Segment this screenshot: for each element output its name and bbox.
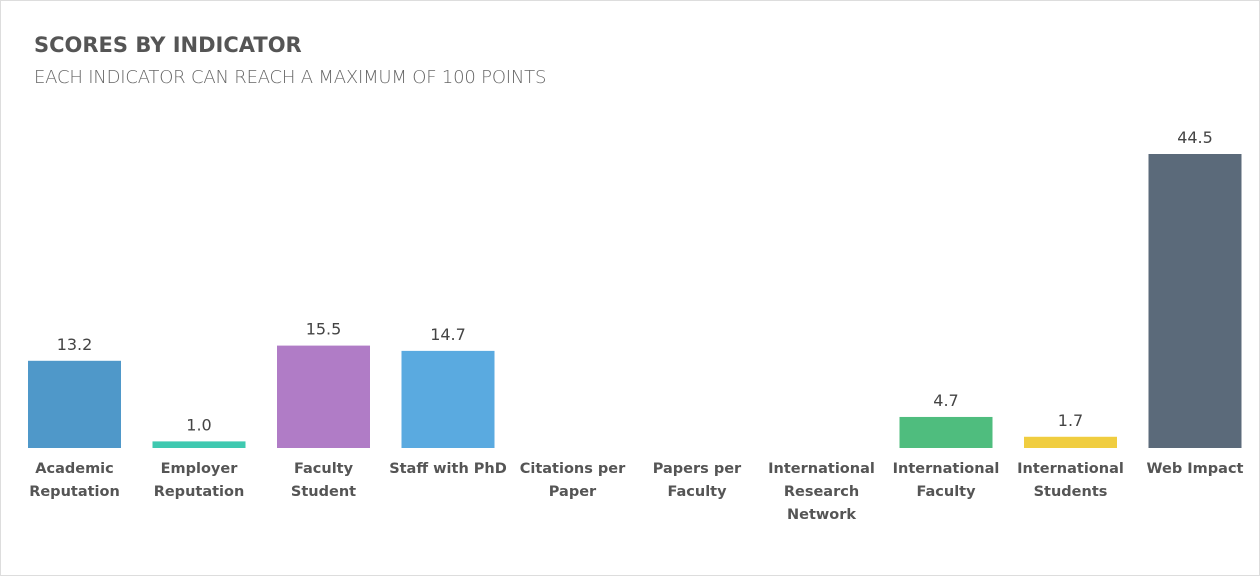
chart-title: SCORES BY INDICATOR — [34, 33, 302, 57]
x-tick-label: Web Impact — [1146, 461, 1244, 477]
x-tick-label: Employer Reputation — [153, 461, 245, 500]
x-tick-label: Papers per Faculty — [652, 461, 742, 500]
bar — [899, 416, 993, 448]
x-tick-label: International Research Network — [768, 461, 875, 523]
x-tick-label: International Students — [1017, 461, 1124, 500]
bar — [277, 345, 370, 448]
value-label: 14.7 — [430, 325, 466, 344]
value-label: 1.0 — [186, 415, 211, 434]
bar — [1148, 154, 1242, 448]
x-tick-label: Citations per Paper — [519, 461, 626, 500]
x-tick-label: Staff with PhD — [389, 461, 507, 477]
x-tick-label: International Faculty — [892, 461, 1000, 500]
chart-subtitle: EACH INDICATOR CAN REACH A MAXIMUM OF 10… — [34, 67, 547, 88]
bar — [28, 360, 121, 448]
x-tick-label: Faculty Student — [290, 461, 357, 500]
value-label: 44.5 — [1177, 128, 1213, 147]
x-tick-label: Academic Reputation — [29, 461, 120, 500]
bar — [152, 441, 246, 448]
bar — [401, 350, 495, 448]
value-label: 1.7 — [1058, 411, 1083, 430]
value-label: 13.2 — [57, 335, 93, 354]
value-label: 15.5 — [306, 320, 342, 339]
value-label: 4.7 — [933, 391, 958, 410]
bar — [1024, 436, 1117, 448]
